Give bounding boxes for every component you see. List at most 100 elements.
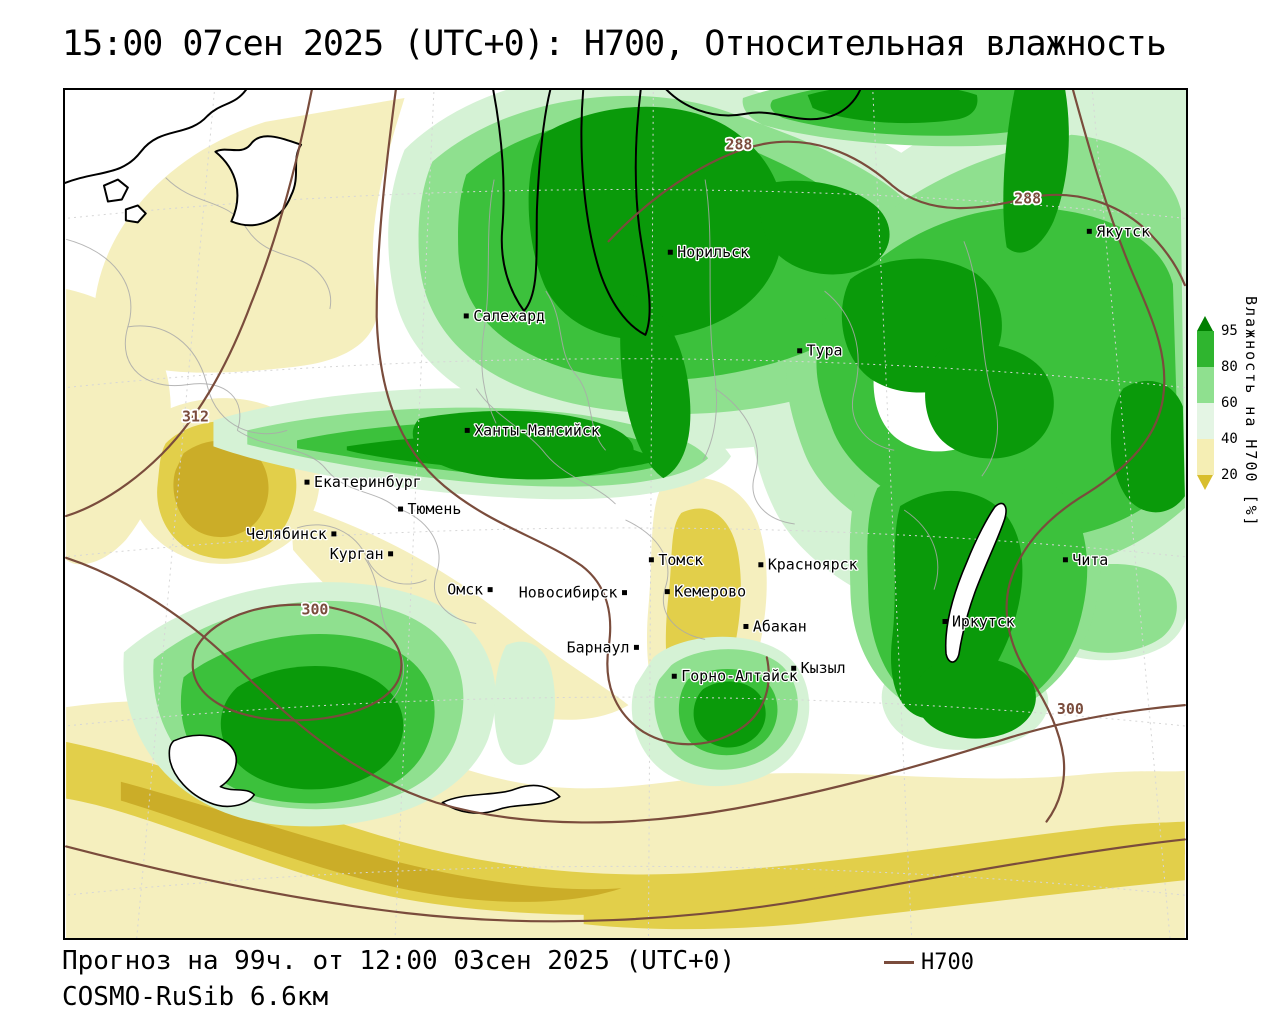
colorbar-tick: 60 bbox=[1221, 395, 1238, 411]
graticule-layer-shape bbox=[65, 358, 1186, 389]
city-label: Якутск bbox=[1096, 222, 1150, 240]
colorbar-ticks: 95 80 60 40 20 bbox=[1221, 316, 1261, 536]
admin-borders-layer-shape bbox=[824, 290, 895, 451]
humidity-field-layer-shape bbox=[494, 641, 555, 765]
city-marker: Кемерово bbox=[664, 581, 747, 602]
city-marker: Омск bbox=[446, 579, 493, 600]
city-dot bbox=[797, 348, 803, 354]
white-sea bbox=[214, 135, 303, 227]
coastline-ob-gulf bbox=[492, 90, 651, 336]
city-dot bbox=[942, 619, 948, 624]
city-dot bbox=[487, 587, 493, 593]
colorbar-cap-top bbox=[1197, 316, 1213, 331]
city-marker: Норильск bbox=[667, 242, 750, 262]
graticule-layer-shape bbox=[1091, 90, 1171, 938]
city-marker: Тура bbox=[797, 341, 844, 361]
city-dot bbox=[667, 249, 673, 255]
city-marker: Тюмень bbox=[398, 499, 463, 519]
admin-borders-layer-shape bbox=[702, 179, 718, 461]
colorbar-tick: 40 bbox=[1221, 431, 1238, 447]
colorbar-segment-3 bbox=[1197, 439, 1214, 475]
forecast-info: Прогноз на 99ч. от 12:00 03сен 2025 (UTC… bbox=[62, 946, 736, 976]
graticule-layer-shape bbox=[65, 696, 1186, 727]
admin-borders-layer-shape bbox=[963, 241, 999, 477]
humidity-field-layer bbox=[66, 90, 1186, 938]
city-marker: Екатеринбург bbox=[304, 472, 423, 492]
graticule-layer-shape bbox=[65, 865, 1186, 896]
h700-contours-layer bbox=[65, 90, 1186, 923]
city-marker: Салехард bbox=[463, 306, 546, 326]
h700-contours-layer-shape bbox=[65, 838, 1186, 923]
coastline-taymyr bbox=[665, 90, 862, 121]
city-marker: Новосибирск bbox=[518, 582, 627, 603]
contour-label: 312 bbox=[182, 407, 209, 425]
contour-label: 300 bbox=[1057, 700, 1084, 718]
graticule-layer bbox=[65, 90, 1186, 938]
city-label: Курган bbox=[330, 545, 384, 563]
admin-borders-layer-shape bbox=[475, 388, 616, 505]
contour-legend: H700 bbox=[884, 950, 974, 975]
colorbar-tick: 20 bbox=[1221, 467, 1238, 483]
city-dot bbox=[743, 623, 749, 629]
city-marker: Курган bbox=[329, 544, 394, 564]
city-dot bbox=[622, 590, 627, 596]
city-label: Красноярск bbox=[768, 556, 858, 574]
colorbar-tick: 80 bbox=[1221, 359, 1238, 375]
lake-baikal bbox=[944, 502, 1007, 663]
city-dot bbox=[304, 479, 310, 485]
h700-contours-layer-shape bbox=[191, 603, 403, 722]
city-dot bbox=[633, 644, 639, 650]
weather-map: 288 288 312 300 300 Норильск Якутск Салехард Ту… bbox=[65, 90, 1186, 938]
model-info: COSMO-RuSib 6.6км bbox=[62, 982, 329, 1012]
city-dot bbox=[464, 427, 470, 433]
humidity-field-layer-shape bbox=[93, 97, 405, 373]
humidity-field-layer-shape bbox=[914, 657, 1036, 739]
graticule-layer-shape bbox=[65, 189, 1186, 219]
humidity-field-layer-shape bbox=[528, 106, 784, 340]
city-dot bbox=[671, 673, 677, 679]
city-label: Томск bbox=[658, 551, 703, 569]
city-label: Горно-Алтайск bbox=[681, 667, 798, 685]
admin-borders-layer-shape bbox=[127, 325, 288, 435]
city-label: Челябинск bbox=[246, 525, 327, 543]
humidity-field-layer-shape bbox=[759, 180, 890, 275]
city-label: Салехард bbox=[473, 307, 545, 325]
city-dot bbox=[463, 313, 469, 319]
contour-labels-layer: 288 288 312 300 300 bbox=[180, 134, 1085, 720]
city-dot bbox=[1062, 557, 1068, 563]
city-marker: Абакан bbox=[743, 616, 808, 637]
city-label: Норильск bbox=[677, 243, 749, 261]
cities-layer: Норильск Якутск Салехард Тура Ханты-Мансийск… bbox=[245, 221, 1152, 686]
humidity-field-layer-shape bbox=[220, 666, 404, 790]
city-label: Кемерово bbox=[674, 583, 746, 601]
city-label: Тюмень bbox=[408, 500, 462, 518]
city-dot bbox=[648, 557, 654, 563]
colorbar-cap-bottom bbox=[1197, 475, 1213, 490]
humidity-field-layer-shape bbox=[620, 294, 691, 479]
city-dot bbox=[758, 562, 764, 568]
graticule-layer-shape bbox=[647, 90, 654, 938]
admin-borders-layer-shape bbox=[545, 290, 606, 451]
humidity-field-layer-shape bbox=[1110, 380, 1185, 513]
h700-contours-layer-shape bbox=[65, 556, 1186, 824]
city-label: Новосибирск bbox=[519, 584, 618, 602]
lake-aral bbox=[168, 734, 256, 808]
admin-borders-layer-shape bbox=[396, 507, 477, 624]
city-marker: Челябинск bbox=[245, 524, 337, 544]
humidity-field-layer-shape bbox=[925, 343, 1054, 459]
city-dot bbox=[791, 665, 797, 671]
city-marker: Томск bbox=[648, 550, 704, 570]
h700-contours-layer-shape bbox=[375, 90, 770, 746]
contour-label: 288 bbox=[1014, 189, 1041, 207]
city-marker: Красноярск bbox=[758, 554, 859, 575]
colorbar-segment-1 bbox=[1197, 367, 1214, 403]
graticule-layer-shape bbox=[394, 90, 435, 938]
city-dot bbox=[331, 531, 337, 537]
city-label: Ханты-Мансийск bbox=[474, 421, 600, 439]
humidity-field-layer-shape bbox=[693, 681, 766, 748]
admin-borders-layer-shape bbox=[237, 429, 397, 509]
humidity-field-layer-shape bbox=[1003, 90, 1069, 253]
city-dot bbox=[664, 589, 670, 595]
colorbar-tick: 95 bbox=[1221, 323, 1238, 339]
admin-borders-layer-shape bbox=[903, 509, 939, 590]
